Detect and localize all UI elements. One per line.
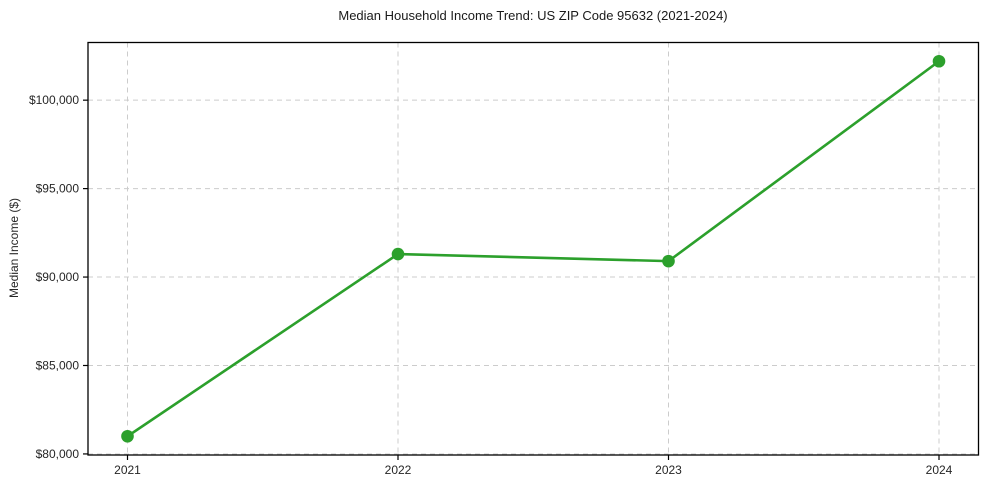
plot-border <box>87 41 980 456</box>
x-tick-label: 2023 <box>655 463 682 477</box>
y-axis-label: Median Income ($) <box>7 197 21 299</box>
x-tick-label: 2022 <box>385 463 412 477</box>
data-point-marker <box>391 247 405 261</box>
x-tick-label: 2021 <box>114 463 141 477</box>
x-tick-label: 2024 <box>926 463 953 477</box>
y-tick-label: $95,000 <box>36 182 80 196</box>
chart-title: Median Household Income Trend: US ZIP Co… <box>338 8 728 23</box>
data-point-marker <box>662 254 675 268</box>
y-tick-label: $80,000 <box>36 447 80 461</box>
data-point-marker <box>932 54 946 68</box>
data-point-marker <box>121 429 134 443</box>
y-tick-label: $100,000 <box>29 93 79 107</box>
trend-line <box>126 59 941 438</box>
y-tick-label: $90,000 <box>36 270 80 284</box>
y-tick-label: $85,000 <box>36 358 80 372</box>
